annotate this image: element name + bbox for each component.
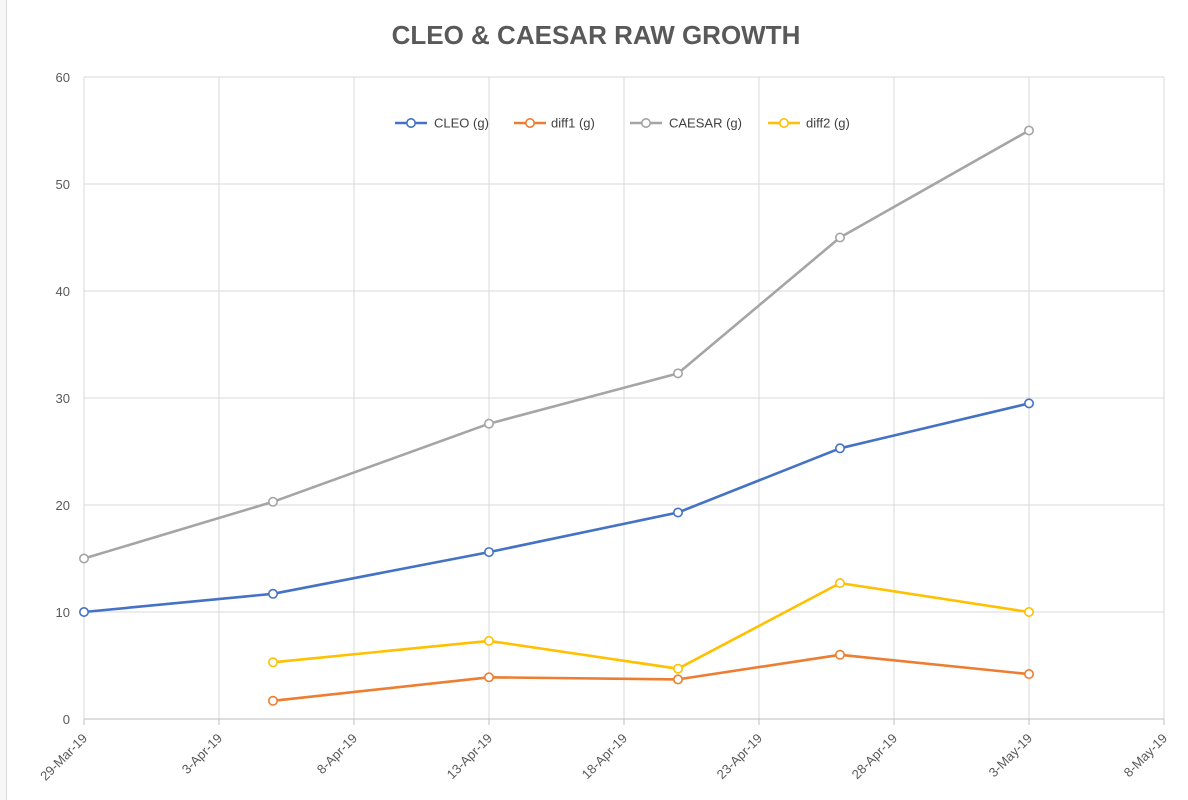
series-1 <box>267 649 1035 706</box>
x-tick-label: 28-Apr-19 <box>849 731 900 782</box>
data-point <box>267 588 278 599</box>
legend-label: CAESAR (g) <box>669 116 742 131</box>
x-tick-label: 23-Apr-19 <box>714 731 765 782</box>
data-point <box>483 635 494 646</box>
data-point <box>672 507 683 518</box>
data-point <box>672 663 683 674</box>
series-line <box>271 653 1031 703</box>
y-tick-label: 20 <box>56 498 70 513</box>
x-tick-label: 8-Apr-19 <box>314 731 360 777</box>
legend-item: diff2 (g) <box>768 116 850 131</box>
x-tick-label: 29-Mar-19 <box>37 731 90 784</box>
series-0 <box>79 398 1035 617</box>
window-left-edge <box>0 0 7 800</box>
grid-lines <box>84 76 1165 719</box>
y-tick-label: 30 <box>56 391 70 406</box>
legend-swatch-marker <box>778 118 789 129</box>
data-point <box>834 649 845 660</box>
data-point <box>834 443 845 454</box>
legend-label: CLEO (g) <box>434 116 489 131</box>
x-tick-label: 3-Apr-19 <box>179 731 225 777</box>
legend-item: diff1 (g) <box>514 116 595 131</box>
data-point <box>483 418 494 429</box>
x-tick-label: 8-May-19 <box>1121 731 1170 780</box>
data-point <box>834 232 845 243</box>
x-tick-label: 13-Apr-19 <box>444 731 495 782</box>
legend-label: diff2 (g) <box>806 116 850 131</box>
axes: 0 10 20 30 40 50 60 29-Mar-19 3-Apr-19 8-Apr-19 13… <box>37 70 1170 784</box>
y-tick-label: 50 <box>56 177 70 192</box>
data-point <box>267 657 278 668</box>
series-layer <box>79 125 1035 706</box>
data-point <box>672 368 683 379</box>
data-point <box>1024 606 1035 617</box>
data-point <box>1024 398 1035 409</box>
data-point <box>834 578 845 589</box>
legend-swatch-marker <box>405 118 416 129</box>
legend-swatch-marker <box>640 118 651 129</box>
data-point <box>267 695 278 706</box>
series-3 <box>267 578 1035 674</box>
legend-label: diff1 (g) <box>551 116 595 131</box>
data-point <box>1024 669 1035 680</box>
series-line <box>82 129 1031 560</box>
data-point <box>79 553 90 564</box>
series-line <box>82 402 1031 614</box>
y-tick-label: 10 <box>56 605 70 620</box>
x-tick-label: 18-Apr-19 <box>579 731 630 782</box>
data-point <box>672 674 683 685</box>
series-2 <box>79 125 1035 564</box>
legend-item: CLEO (g) <box>395 116 489 131</box>
y-tick-label: 60 <box>56 70 70 85</box>
y-tick-label: 0 <box>63 712 70 727</box>
x-tick-label: 3-May-19 <box>986 731 1035 780</box>
series-line <box>271 581 1031 671</box>
data-point <box>483 547 494 558</box>
chart-title: CLEO & CAESAR RAW GROWTH <box>392 20 801 50</box>
data-point <box>483 672 494 683</box>
legend-swatch-marker <box>524 118 535 129</box>
legend: CLEO (g) diff1 (g) CAESAR (g) diff2 (g) <box>395 116 850 131</box>
y-tick-label: 40 <box>56 284 70 299</box>
data-point <box>1024 125 1035 136</box>
legend-item: CAESAR (g) <box>630 116 742 131</box>
data-point <box>267 496 278 507</box>
data-point <box>79 606 90 617</box>
